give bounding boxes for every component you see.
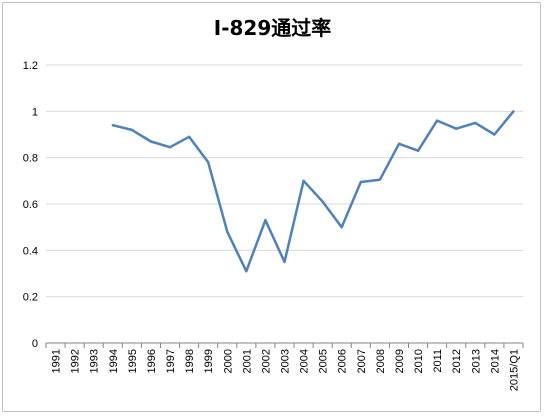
x-tick-label: 1994 bbox=[108, 349, 120, 373]
x-tick-label: 2002 bbox=[260, 349, 272, 373]
x-tick-label: 2005 bbox=[318, 349, 330, 373]
data-point bbox=[359, 180, 363, 184]
data-point bbox=[111, 124, 114, 127]
x-tick-label: 1996 bbox=[146, 349, 158, 373]
y-tick-label: 1 bbox=[32, 106, 38, 118]
chart-title: I-829通过率 bbox=[213, 16, 332, 40]
x-tick-label: 2015/Q1 bbox=[508, 349, 520, 391]
chart-frame bbox=[2, 2, 541, 412]
data-point bbox=[206, 161, 210, 164]
x-tick-label: 2007 bbox=[356, 349, 368, 373]
x-tick-label: 1997 bbox=[165, 349, 177, 373]
data-point bbox=[245, 269, 248, 273]
data-point bbox=[130, 128, 134, 132]
x-tick-label: 1995 bbox=[127, 349, 139, 373]
data-point bbox=[302, 179, 305, 183]
x-tick-label: 2009 bbox=[394, 349, 406, 373]
x-tick-label: 2000 bbox=[222, 349, 234, 373]
data-point bbox=[435, 119, 439, 122]
y-tick-label: 0.6 bbox=[23, 199, 38, 211]
x-tick-label: 1993 bbox=[89, 349, 101, 373]
y-tick-label: 0.8 bbox=[23, 153, 38, 165]
x-tick-label: 2003 bbox=[280, 349, 292, 373]
data-point bbox=[226, 230, 229, 233]
data-point bbox=[493, 133, 496, 136]
x-tick-label: 1998 bbox=[184, 349, 196, 373]
x-tick-label: 1999 bbox=[203, 349, 215, 373]
x-tick-label: 2011 bbox=[432, 349, 444, 373]
series-line bbox=[112, 110, 515, 273]
x-tick-label: 2012 bbox=[451, 349, 463, 373]
x-tick-label: 2014 bbox=[489, 349, 501, 373]
data-point bbox=[168, 146, 172, 149]
data-point bbox=[378, 178, 382, 181]
x-tick-label: 2004 bbox=[299, 349, 311, 373]
x-tick-label: 1991 bbox=[51, 349, 63, 373]
y-tick-label: 0.2 bbox=[23, 292, 38, 304]
y-tick-label: 0 bbox=[32, 338, 38, 350]
x-tick-label: 1992 bbox=[70, 349, 82, 373]
data-point bbox=[149, 140, 153, 143]
data-point bbox=[187, 135, 191, 139]
data-point bbox=[264, 219, 267, 222]
data-point bbox=[455, 127, 458, 130]
data-point bbox=[416, 149, 420, 152]
x-tick-label: 2013 bbox=[470, 349, 482, 373]
data-point bbox=[321, 200, 324, 203]
y-tick-label: 0.4 bbox=[23, 245, 38, 257]
y-tick-label: 1.2 bbox=[23, 60, 38, 72]
x-tick-label: 2006 bbox=[337, 349, 349, 373]
data-point bbox=[474, 121, 477, 125]
data-point bbox=[340, 225, 343, 229]
x-tick-label: 2008 bbox=[375, 349, 387, 373]
x-tick-label: 2010 bbox=[413, 349, 425, 373]
data-point bbox=[283, 260, 286, 264]
data-point bbox=[397, 142, 401, 145]
data-point bbox=[512, 110, 515, 113]
x-tick-label: 2001 bbox=[241, 349, 253, 373]
